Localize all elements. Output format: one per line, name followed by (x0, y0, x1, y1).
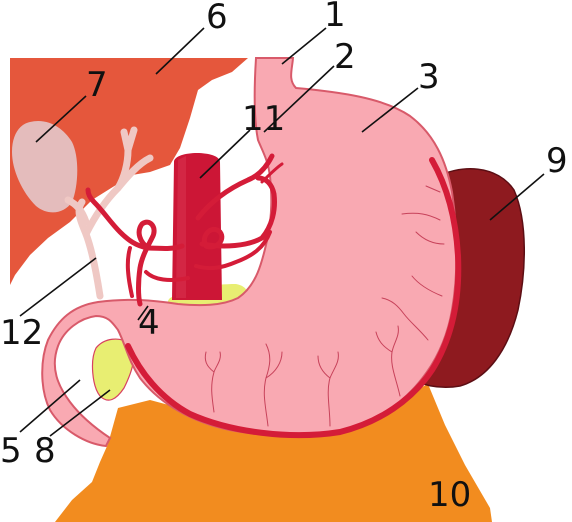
leader-line-3 (361, 87, 419, 133)
duodenal-fat-pad (91, 338, 135, 401)
label-5: 5 (0, 431, 22, 471)
label-2: 2 (334, 37, 356, 77)
leader-line-8 (49, 389, 111, 437)
leader-line-7 (35, 95, 87, 143)
bile-ducts (64, 126, 154, 300)
gallbladder (12, 120, 78, 213)
aorta (172, 153, 222, 300)
label-1: 1 (324, 0, 346, 35)
label-7: 7 (86, 65, 108, 105)
gastric-vessel-branches (204, 185, 445, 427)
leader-lines (19, 27, 545, 437)
leader-line-4 (137, 305, 149, 321)
label-9: 9 (546, 141, 568, 181)
leader-line-6 (155, 27, 205, 75)
label-12: 12 (0, 313, 43, 353)
leader-line-2 (263, 65, 335, 133)
label-11: 11 (242, 99, 285, 139)
label-10: 10 (428, 475, 471, 515)
leader-line-1 (281, 27, 327, 65)
number-labels: 1 2 3 4 5 6 7 8 9 10 11 12 (0, 0, 568, 515)
leader-line-9 (489, 173, 545, 221)
label-4: 4 (138, 303, 160, 343)
leader-line-12 (19, 257, 97, 317)
gastroepiploic-artery (125, 157, 462, 439)
leader-line-11 (199, 129, 251, 179)
leader-line-5 (19, 379, 81, 433)
label-8: 8 (34, 431, 56, 471)
label-3: 3 (418, 57, 440, 97)
aorta-highlight (176, 156, 186, 298)
celiac-arterial-branches (85, 153, 284, 307)
label-6: 6 (206, 0, 228, 37)
